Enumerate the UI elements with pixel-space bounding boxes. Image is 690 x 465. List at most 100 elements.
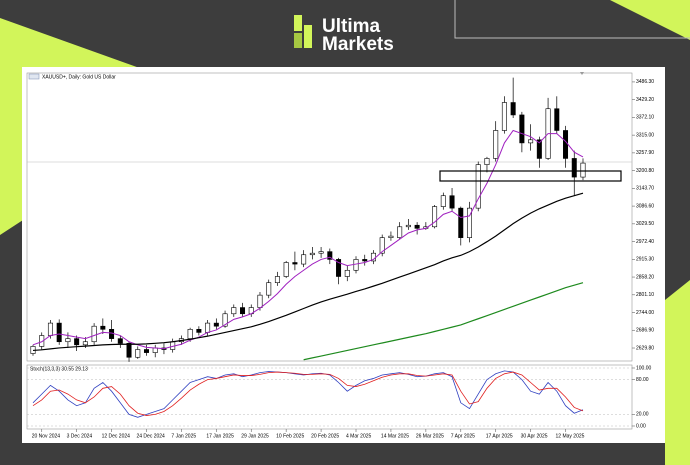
candle-body	[292, 262, 298, 265]
logo-mark	[294, 15, 302, 31]
candle-body	[152, 347, 158, 353]
y-tick-label: 3143.70	[636, 186, 654, 192]
sub-plot-frame	[26, 364, 633, 430]
y-tick-label: 3029.50	[636, 221, 654, 227]
y-tick-label: 3315.00	[636, 132, 654, 138]
candle-body	[126, 342, 132, 358]
candle-body	[327, 251, 333, 260]
support-zone	[439, 170, 622, 182]
main-plot-frame	[26, 72, 633, 362]
candle-body	[379, 237, 385, 254]
candle-body	[388, 235, 394, 238]
candle-body	[222, 313, 228, 327]
candle-body	[405, 224, 411, 228]
candle-body	[82, 341, 88, 346]
candle-body	[449, 195, 455, 209]
candle-body	[510, 102, 516, 116]
candle-body	[519, 114, 525, 144]
candle-body	[458, 207, 464, 238]
candle-body	[143, 349, 149, 353]
y-tick-label: 0.00	[636, 423, 646, 429]
x-tick-label: 24 Dec 2024	[136, 433, 165, 439]
candle-body	[100, 325, 106, 330]
candle-body	[414, 224, 420, 229]
y-tick-label: 2744.00	[636, 310, 654, 316]
x-tick-label: 12 May 2025	[556, 433, 585, 439]
x-tick-label: 7 Apr 2025	[451, 433, 475, 439]
y-tick-label: 3086.60	[636, 203, 654, 209]
indicator-line	[32, 129, 584, 350]
x-tick-label: 17 Apr 2025	[486, 433, 513, 439]
candle-body	[475, 164, 481, 209]
x-tick-label: 29 Jan 2025	[241, 433, 269, 439]
candle-body	[74, 338, 80, 346]
candle-body	[536, 139, 542, 159]
x-tick-label: 20 Feb 2025	[311, 433, 339, 439]
x-tick-label: 30 Apr 2025	[521, 433, 548, 439]
indicator-line	[32, 371, 584, 416]
logo-mark	[304, 25, 312, 48]
y-tick-label: 3257.90	[636, 150, 654, 156]
chart-title: XAUUSD+, Daily: Gold US Dollar	[42, 74, 116, 80]
x-tick-label: 7 Jan 2025	[171, 433, 196, 439]
candle-body	[362, 259, 368, 262]
candle-body	[484, 158, 490, 165]
candle-body	[56, 322, 62, 343]
y-tick-label: 3486.30	[636, 79, 654, 85]
candle-body	[501, 102, 507, 131]
candle-body	[397, 226, 403, 238]
lime-shape	[610, 0, 690, 40]
candle-body	[65, 338, 71, 343]
y-tick-label: 3429.20	[636, 97, 654, 103]
candle-body	[440, 195, 446, 207]
y-tick-label: 2801.10	[636, 292, 654, 298]
lime-shape	[665, 280, 690, 465]
candle-body	[47, 322, 53, 336]
y-tick-label: 2915.30	[636, 257, 654, 263]
brand-line1: Ultima	[322, 16, 381, 37]
x-tick-label: 4 Mar 2025	[346, 433, 372, 439]
candle-body	[432, 206, 438, 228]
y-tick-label: 2858.20	[636, 274, 654, 280]
candle-body	[39, 335, 45, 347]
chart-panel	[22, 67, 665, 443]
candle-body	[336, 259, 342, 277]
y-tick-label: 2686.90	[636, 328, 654, 334]
candle-body	[493, 130, 499, 159]
candle-body	[466, 207, 472, 238]
x-tick-label: 10 Feb 2025	[276, 433, 304, 439]
candle-body	[187, 329, 193, 339]
candle-body	[344, 269, 350, 277]
y-tick-label: 3372.10	[636, 115, 654, 121]
candle-body	[563, 130, 569, 159]
logo-mark	[294, 33, 302, 48]
candle-body	[528, 139, 534, 144]
x-tick-label: 12 Dec 2024	[102, 433, 131, 439]
candle-body	[309, 252, 315, 256]
x-tick-label: 14 Mar 2025	[381, 433, 409, 439]
x-tick-label: 20 Nov 2024	[32, 433, 61, 439]
x-tick-label: 26 Mar 2025	[416, 433, 444, 439]
candle-body	[117, 338, 123, 344]
candle-body	[554, 108, 560, 131]
brand-line2: Markets	[322, 34, 394, 55]
candle-body	[196, 329, 202, 333]
candle-body	[283, 262, 289, 277]
candle-body	[274, 276, 280, 284]
candle-body	[213, 322, 219, 327]
y-tick-label: 20.00	[636, 412, 649, 418]
shift-marker	[580, 72, 584, 75]
candle-body	[266, 282, 272, 296]
candle-body	[571, 158, 577, 178]
indicator-line	[32, 192, 584, 352]
indicator-line	[303, 282, 584, 361]
candle-body	[580, 162, 586, 178]
candle-body	[257, 294, 263, 308]
sub-title: Stoch(13,3,3) 30.55 29.13	[30, 366, 88, 372]
candle-body	[135, 349, 141, 358]
candle-body	[240, 307, 246, 315]
x-tick-label: 3 Dec 2024	[67, 433, 93, 439]
candle-body	[231, 307, 237, 315]
candle-body	[91, 325, 97, 343]
x-tick-label: 17 Jan 2025	[206, 433, 234, 439]
